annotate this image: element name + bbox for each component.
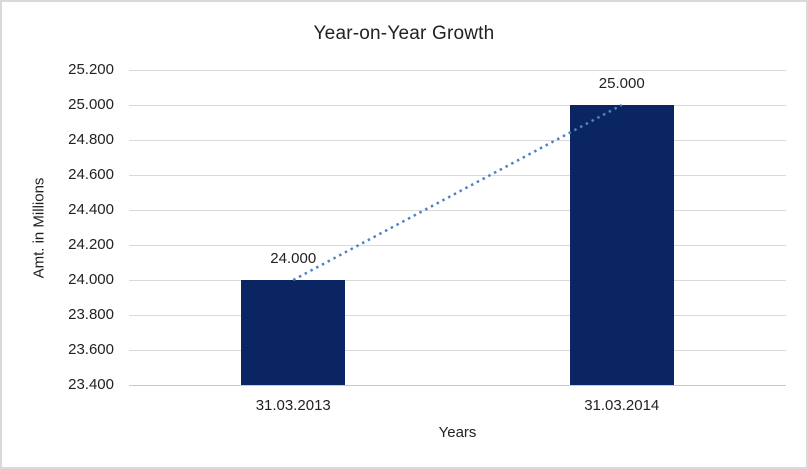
y-tick-label: 23.400 xyxy=(68,376,114,393)
gridline xyxy=(129,314,786,316)
y-tick-label: 23.600 xyxy=(68,341,114,358)
y-tick-label: 25.000 xyxy=(68,96,114,113)
gridline xyxy=(129,209,786,211)
gridline xyxy=(129,174,786,176)
x-category-label: 31.03.2014 xyxy=(584,397,660,414)
gridline xyxy=(129,244,786,246)
gridline xyxy=(129,69,786,71)
x-axis-title: Years xyxy=(438,424,477,441)
y-tick-label: 24.600 xyxy=(68,166,114,183)
gridline xyxy=(129,279,786,281)
y-tick-label: 24.800 xyxy=(68,131,114,148)
y-tick-label: 25.200 xyxy=(68,61,114,78)
gridline xyxy=(129,104,786,106)
y-tick-label: 23.800 xyxy=(68,306,114,323)
y-tick-label: 24.200 xyxy=(68,236,114,253)
y-axis-title-text: Amt. in Millions xyxy=(30,177,48,278)
data-label: 25.000 xyxy=(598,75,645,92)
y-tick-label: 24.000 xyxy=(68,271,114,288)
x-axis-line xyxy=(129,384,786,386)
data-label: 24.000 xyxy=(270,250,317,267)
gridline xyxy=(129,139,786,141)
y-tick-label: 24.400 xyxy=(68,201,114,218)
chart-title: Year-on-Year Growth xyxy=(313,23,495,44)
x-category-label: 31.03.2013 xyxy=(255,397,331,414)
gridline xyxy=(129,349,786,351)
bar-31.03.2013 xyxy=(241,280,346,385)
bar-31.03.2014 xyxy=(569,105,674,385)
